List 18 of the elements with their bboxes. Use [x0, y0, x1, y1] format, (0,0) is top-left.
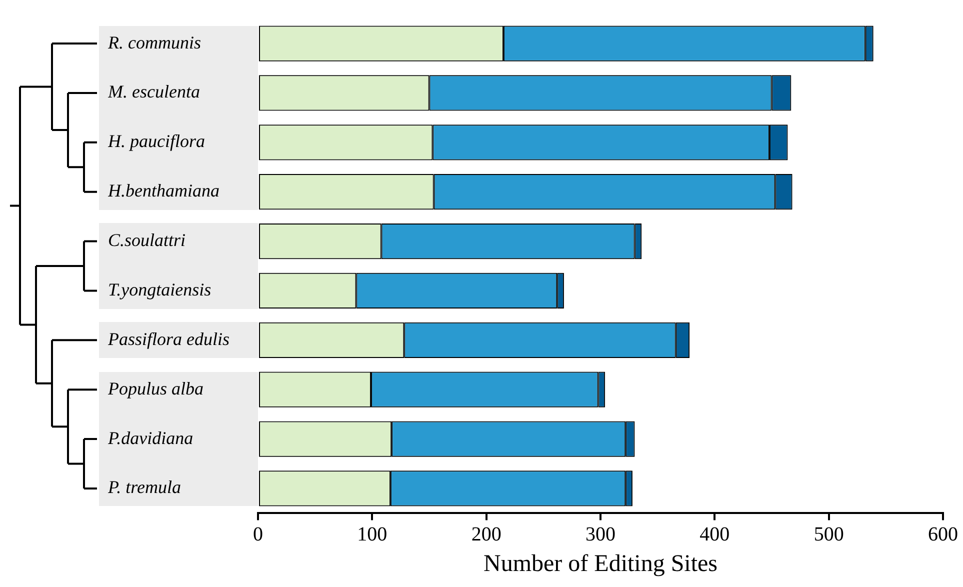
x-tick-label: 200 [471, 523, 502, 546]
x-tick-label: 0 [253, 523, 263, 546]
x-tick-label: 300 [586, 523, 616, 546]
y-tick-label: C.soulattri [108, 230, 186, 250]
x-tick-label: 100 [357, 523, 388, 546]
y-tick-label: Populus alba [107, 378, 204, 398]
x-tick-label: 500 [814, 523, 844, 546]
y-tick-label: M. esculenta [107, 82, 200, 102]
x-axis-title: Number of Editing Sites [484, 550, 718, 577]
x-tick-label: 600 [928, 523, 958, 546]
y-tick-label: H.benthamiana [107, 180, 220, 201]
y-tick-label: Passiflora edulis [107, 328, 230, 349]
y-tick-label: P.davidiana [107, 428, 194, 448]
y-tick-label: H. pauciflora [107, 131, 205, 152]
y-tick-label: R. communis [107, 32, 201, 52]
y-tick-label: P. tremula [107, 477, 182, 498]
x-tick-label: 400 [700, 523, 730, 546]
y-tick-label: T.yongtaiensis [108, 279, 212, 300]
